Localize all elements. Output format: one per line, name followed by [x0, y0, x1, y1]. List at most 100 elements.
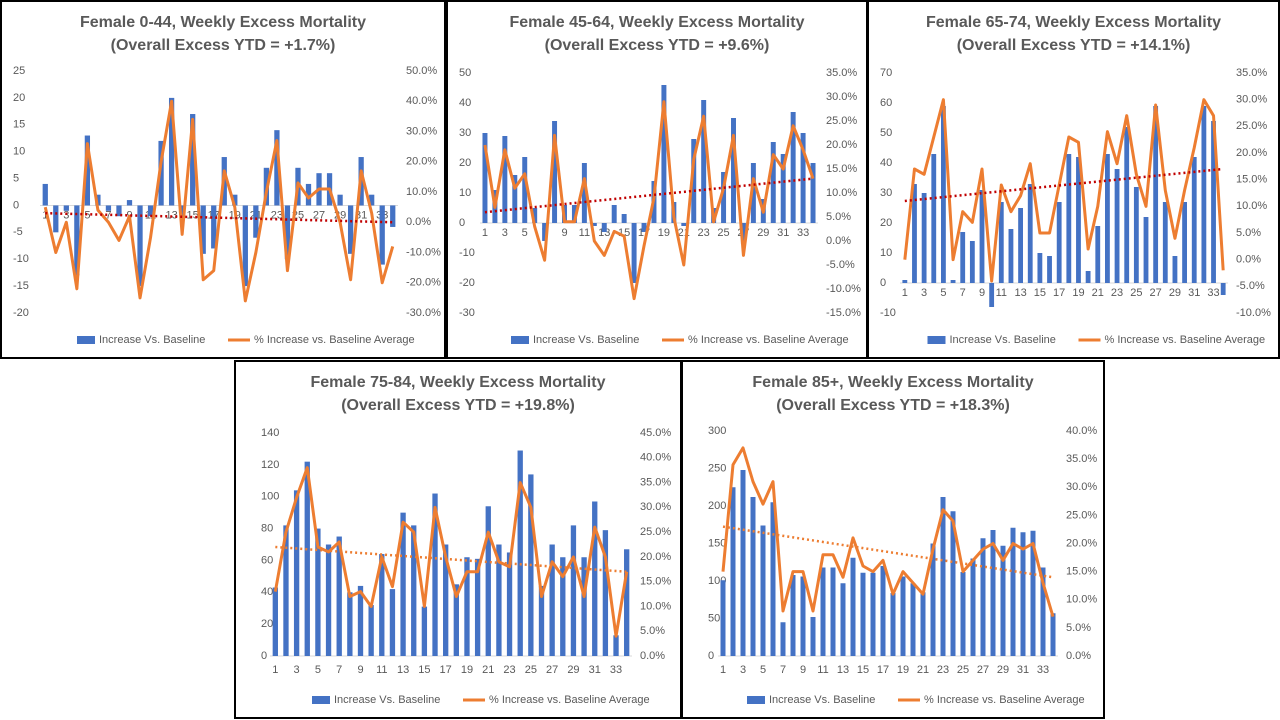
- y-tick-label: 250: [708, 462, 726, 474]
- bar: [750, 497, 756, 656]
- bar: [790, 575, 796, 656]
- bar: [661, 85, 667, 223]
- y-tick-label: 140: [261, 427, 279, 439]
- x-tick-label: 31: [1188, 287, 1200, 299]
- bar: [512, 175, 518, 223]
- bar: [179, 205, 185, 217]
- x-tick-label: 11: [817, 664, 828, 676]
- chart-title: Female 65-74, Weekly Excess Mortality: [926, 14, 1221, 31]
- y2-tick-label: 30.0%: [406, 125, 437, 137]
- x-tick-label: 17: [440, 664, 452, 676]
- bar: [581, 557, 587, 656]
- x-tick-label: 19: [658, 227, 670, 239]
- bar: [1143, 217, 1149, 283]
- chart-frame: [867, 0, 1280, 359]
- bar: [347, 592, 353, 656]
- x-tick-label: 21: [917, 664, 929, 676]
- bar: [1050, 613, 1056, 656]
- chart-subtitle: (Overall Excess YTD = +9.6%): [545, 37, 770, 54]
- bar: [1008, 229, 1014, 283]
- bar: [800, 133, 806, 223]
- x-tick-label: 7: [336, 664, 342, 676]
- bar: [970, 558, 976, 656]
- bar: [1182, 202, 1187, 283]
- bar: [989, 283, 995, 307]
- bar: [920, 592, 926, 656]
- bar: [730, 487, 736, 656]
- legend-label: % Increase vs. Baseline Average: [489, 694, 650, 706]
- x-tick-label: 27: [977, 664, 989, 676]
- x-tick-label: 19: [1072, 287, 1084, 299]
- chart: Female 45-64, Weekly Excess Mortality (Ov…: [446, 0, 868, 359]
- y2-tick-label: 40.0%: [640, 452, 671, 464]
- x-tick-label: 3: [63, 209, 69, 221]
- x-tick-label: 23: [698, 227, 710, 239]
- bar: [284, 205, 291, 260]
- bar: [53, 205, 59, 233]
- x-tick-label: 25: [957, 664, 969, 676]
- legend-label: % Increase vs. Baseline Average: [688, 334, 849, 346]
- bar: [42, 183, 48, 206]
- x-tick-label: 29: [757, 227, 769, 239]
- y2-tick-label: 35.0%: [1236, 67, 1267, 79]
- bar: [930, 543, 936, 656]
- x-tick-label: 15: [1034, 287, 1046, 299]
- bar: [453, 584, 459, 656]
- bar: [780, 154, 786, 223]
- bar: [830, 567, 836, 656]
- x-tick-label: 27: [313, 209, 325, 221]
- bar: [63, 205, 69, 211]
- y2-tick-label: 35.0%: [826, 67, 857, 79]
- bar: [998, 202, 1004, 283]
- bar: [611, 205, 617, 223]
- x-tick-label: 5: [760, 664, 766, 676]
- bar: [770, 502, 776, 656]
- bar: [840, 583, 846, 656]
- bar: [969, 241, 975, 283]
- bar: [750, 163, 756, 223]
- x-tick-label: 7: [780, 664, 786, 676]
- line-series: [903, 98, 1225, 283]
- y2-tick-label: 15.0%: [1236, 174, 1267, 186]
- x-tick-label: 15: [187, 209, 199, 221]
- bar: [601, 223, 607, 232]
- bar: [960, 572, 966, 656]
- bar: [940, 497, 946, 656]
- bar: [1076, 157, 1081, 283]
- x-tick-label: 5: [940, 287, 946, 299]
- bar: [158, 140, 164, 206]
- x-tick-label: 23: [937, 664, 949, 676]
- x-tick-label: 1: [720, 664, 726, 676]
- y2-tick-label: 10.0%: [1066, 594, 1097, 606]
- bar: [591, 223, 597, 226]
- x-tick-label: 33: [1037, 664, 1049, 676]
- x-tick-label: 25: [525, 664, 537, 676]
- x-tick-label: 3: [294, 664, 300, 676]
- bar: [506, 552, 513, 656]
- chart-title: Female 0-44, Weekly Excess Mortality: [80, 14, 366, 31]
- y2-tick-label: 15.0%: [1066, 566, 1097, 578]
- bar: [542, 223, 548, 241]
- y-tick-label: 5: [13, 172, 19, 184]
- bar: [1085, 271, 1091, 283]
- y2-tick-label: -15.0%: [826, 307, 861, 319]
- legend-label: % Increase vs. Baseline Average: [924, 694, 1085, 706]
- y2-tick-label: 5.0%: [640, 625, 665, 637]
- bar: [532, 208, 538, 223]
- bar: [1047, 256, 1052, 283]
- x-tick-label: 33: [797, 227, 809, 239]
- x-tick-label: 5: [315, 664, 321, 676]
- bar: [902, 280, 908, 283]
- bar: [880, 566, 886, 656]
- bar: [517, 450, 523, 656]
- x-tick-label: 27: [546, 664, 558, 676]
- chart-title: Female 85+, Weekly Excess Mortality: [752, 374, 1033, 391]
- bar: [602, 530, 609, 656]
- bar: [443, 544, 449, 656]
- bar: [1153, 106, 1159, 283]
- x-tick-label: 1: [482, 227, 488, 239]
- x-tick-label: 15: [418, 664, 430, 676]
- bar: [1133, 187, 1139, 283]
- y-tick-label: 150: [708, 537, 726, 549]
